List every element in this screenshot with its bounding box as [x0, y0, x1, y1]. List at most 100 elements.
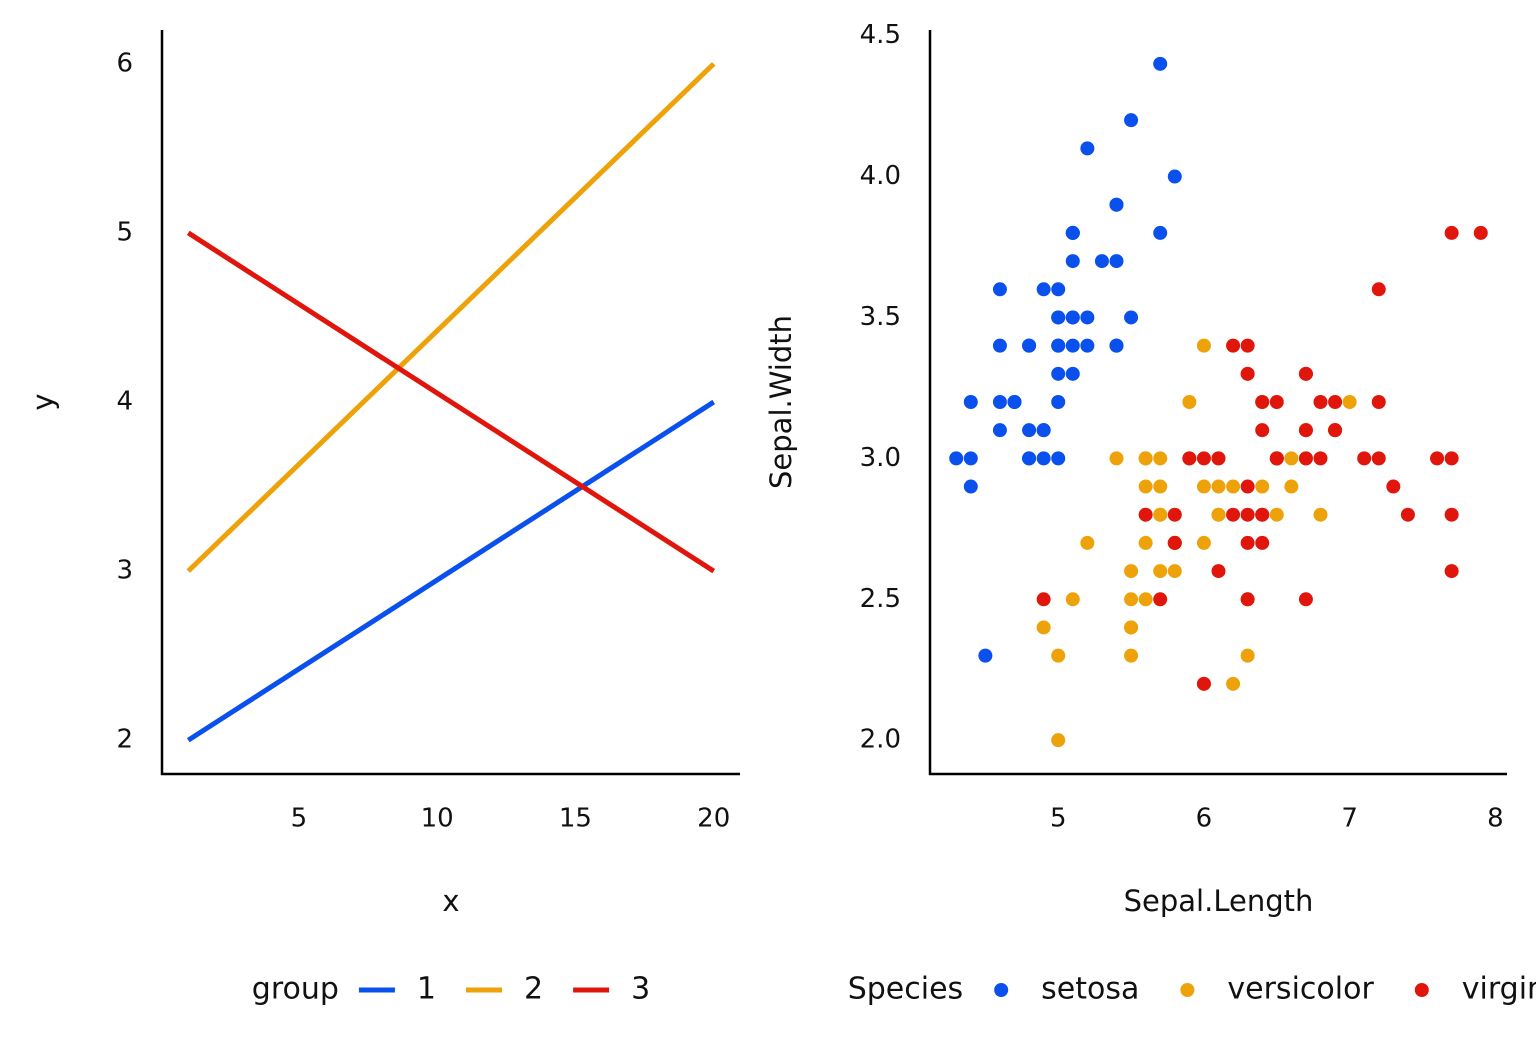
y-tick-label: 3.5: [860, 302, 901, 332]
point: [1153, 507, 1168, 522]
point: [1226, 479, 1241, 494]
point: [1284, 451, 1299, 466]
point: [992, 282, 1007, 297]
point: [1269, 395, 1284, 409]
point: [1313, 451, 1328, 466]
legend-label: versicolor: [1227, 972, 1374, 1007]
y-tick-label: 2.0: [860, 725, 901, 755]
point: [1371, 451, 1386, 466]
point: [1269, 507, 1284, 522]
point: [963, 395, 978, 409]
line-series: [186, 230, 716, 574]
point: [1065, 592, 1080, 607]
point: [992, 338, 1007, 353]
point: [1298, 451, 1313, 466]
point: [1167, 507, 1182, 522]
x-axis-title: Sepal.Length: [1124, 884, 1314, 918]
point: [1138, 451, 1153, 466]
line-series: [186, 62, 716, 573]
legend-key: [994, 983, 1009, 997]
point: [1051, 451, 1066, 466]
point: [963, 451, 978, 466]
point: [1240, 479, 1255, 494]
point: [1051, 733, 1066, 748]
point: [1051, 366, 1066, 381]
point: [1211, 451, 1226, 466]
point: [1094, 254, 1109, 269]
legend-key: [1414, 983, 1429, 997]
y-tick-label: 4.0: [860, 161, 901, 191]
point: [1328, 423, 1343, 438]
point: [1196, 479, 1211, 494]
point: [1138, 479, 1153, 494]
point: [1124, 564, 1139, 579]
point: [1400, 507, 1415, 522]
point: [1051, 395, 1066, 409]
point: [1444, 225, 1459, 240]
point: [1167, 535, 1182, 550]
x-tick-label: 5: [1050, 804, 1067, 834]
point: [963, 479, 978, 494]
point: [1313, 395, 1328, 409]
point: [1182, 451, 1197, 466]
point: [1386, 479, 1401, 494]
point: [1138, 592, 1153, 607]
point: [1182, 395, 1197, 409]
point: [1255, 395, 1270, 409]
point: [1036, 451, 1051, 466]
point: [1196, 535, 1211, 550]
point: [1240, 338, 1255, 353]
point: [1313, 507, 1328, 522]
point: [1153, 56, 1168, 71]
point: [1240, 648, 1255, 663]
point: [1430, 451, 1445, 466]
point: [1211, 507, 1226, 522]
x-tick-label: 20: [697, 804, 730, 834]
point: [1255, 423, 1270, 438]
y-tick-label: 2: [116, 725, 133, 755]
y-tick-label: 3: [116, 556, 133, 586]
x-tick-label: 5: [291, 804, 308, 834]
y-tick-label: 5: [116, 217, 133, 247]
point: [1240, 535, 1255, 550]
point: [1051, 648, 1066, 663]
point: [1080, 338, 1095, 353]
point: [1109, 451, 1124, 466]
point: [1080, 310, 1095, 325]
point: [1153, 564, 1168, 579]
point: [1167, 564, 1182, 579]
point: [1124, 113, 1139, 128]
point: [1444, 564, 1459, 579]
line-series: [186, 399, 716, 743]
point: [1167, 169, 1182, 184]
point: [1196, 338, 1211, 353]
point: [992, 395, 1007, 409]
point: [1138, 507, 1153, 522]
point: [1153, 451, 1168, 466]
legend-label: 3: [631, 972, 650, 1007]
point: [1255, 507, 1270, 522]
point: [1444, 451, 1459, 466]
point: [1269, 451, 1284, 466]
point: [1051, 338, 1066, 353]
y-tick-label: 4.5: [860, 20, 901, 50]
point: [1196, 451, 1211, 466]
legend-title: Species: [848, 972, 963, 1007]
point: [1065, 254, 1080, 269]
point: [1036, 282, 1051, 297]
point: [1298, 423, 1313, 438]
point: [1109, 254, 1124, 269]
point: [1211, 564, 1226, 579]
legend-label: 1: [417, 972, 436, 1007]
point: [1065, 225, 1080, 240]
y-tick-label: 3.0: [860, 443, 901, 473]
point: [1226, 338, 1241, 353]
point: [1036, 620, 1051, 635]
legend-key: [1180, 983, 1195, 997]
point: [1065, 366, 1080, 381]
point: [1124, 648, 1139, 663]
x-tick-label: 15: [559, 804, 592, 834]
y-tick-label: 4: [116, 387, 133, 417]
point: [949, 451, 964, 466]
